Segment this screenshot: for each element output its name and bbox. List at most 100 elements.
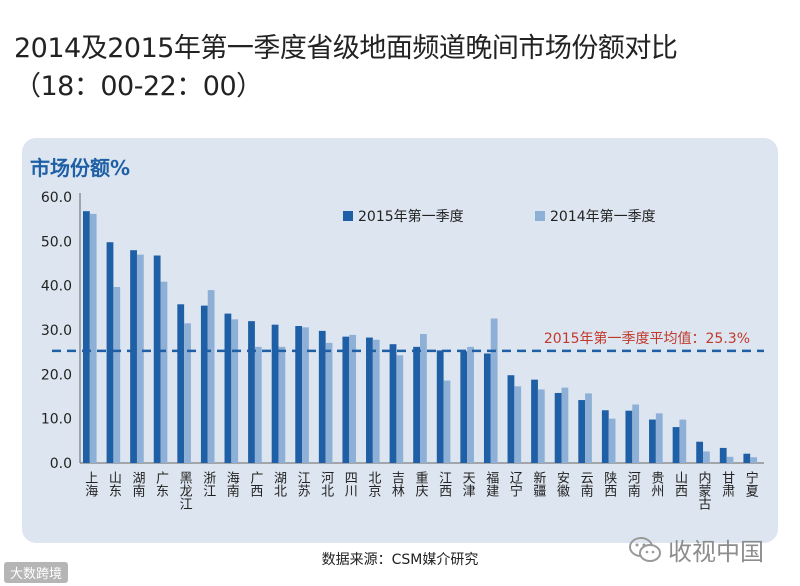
bar-2014 (231, 319, 239, 463)
bar-2015 (248, 321, 255, 463)
x-tick-label: 北京 (365, 471, 381, 497)
y-tick-label: 60.0 (41, 190, 72, 206)
bar-2014 (703, 451, 710, 463)
y-tick-label: 0.0 (50, 456, 72, 472)
x-tick-label: 贵州 (648, 471, 664, 497)
bar-2014 (443, 380, 451, 463)
bar-2015 (507, 375, 515, 463)
bar-2014 (726, 456, 734, 463)
x-tick-label: 宁夏 (743, 470, 759, 497)
x-tick-label: 江苏 (295, 471, 311, 497)
bar-2014 (113, 286, 121, 463)
x-tick-label: 内蒙古 (696, 470, 712, 510)
bar-2015 (366, 337, 373, 463)
legend-label: 2015年第一季度 (358, 208, 464, 225)
x-tick-label: 福建 (483, 471, 499, 498)
x-tick-label: 吉林 (389, 471, 405, 497)
x-tick-label: 浙江 (200, 471, 216, 497)
bar-2014 (420, 333, 427, 463)
bar-2015 (177, 304, 185, 463)
bar-2014 (537, 389, 545, 463)
y-tick-label: 20.0 (41, 367, 72, 383)
bar-2014 (396, 355, 404, 463)
bar-2014 (467, 346, 474, 463)
bar-2015 (295, 326, 303, 463)
bar-2014 (302, 327, 309, 463)
x-tick-label: 新疆 (530, 470, 546, 497)
x-tick-label: 江西 (436, 471, 452, 497)
legend-swatch (343, 211, 353, 221)
bar-chart: 市场份额% 0.0 10.0 20.0 30.0 40.0 50.0 60.0 上海 山东 湖南 广东… (30, 156, 764, 510)
x-tick-label: 天津 (460, 471, 476, 497)
watermark-left: 大数跨境 (4, 562, 69, 583)
bar-2014 (750, 457, 758, 463)
bar-2015 (436, 350, 444, 463)
bar-2015 (130, 250, 137, 463)
x-tick-label: 陕西 (601, 471, 617, 497)
bar-2015 (413, 346, 420, 463)
wechat-icon (629, 536, 661, 562)
title-line-2: （18：00-22：00） (14, 71, 263, 102)
bar-2015 (389, 344, 397, 463)
y-axis-label: 市场份额% (30, 156, 130, 180)
bar-2015 (106, 242, 114, 463)
bar-2014 (585, 393, 592, 463)
x-tick-label: 河南 (625, 471, 641, 497)
bar-2015 (625, 410, 633, 463)
bar-2014 (490, 318, 498, 463)
bar-2015 (672, 427, 680, 463)
watermark-right-label: 收视中国 (668, 538, 764, 566)
y-tick-label: 40.0 (41, 279, 72, 295)
x-tick-label: 湖北 (271, 471, 287, 498)
bar-2015 (153, 255, 161, 463)
x-tick-label: 广东 (153, 471, 169, 497)
bar-2014 (679, 419, 687, 463)
x-tick-label: 安徽 (554, 471, 570, 497)
bar-2014 (278, 346, 286, 463)
bar-2015 (200, 305, 208, 463)
y-tick-label: 30.0 (41, 323, 72, 339)
bar-2015 (342, 336, 350, 463)
bar-2015 (82, 211, 90, 463)
x-tick-label: 海南 (224, 471, 240, 497)
y-tick-label: 50.0 (41, 234, 72, 250)
bar-2015 (743, 453, 751, 463)
x-tick-label: 四川 (342, 471, 358, 497)
bar-2015 (649, 419, 656, 463)
bar-2015 (696, 441, 704, 463)
bar-2015 (224, 313, 232, 463)
legend-label: 2014年第一季度 (550, 208, 656, 225)
bar-2015 (531, 379, 538, 463)
bar-2014 (89, 213, 97, 463)
bar-2015 (601, 410, 609, 463)
chart-title: 2014及2015年第一季度省级地面频道晚间市场份额对比 （18：00-22：0… (14, 30, 794, 106)
x-tick-label: 河北 (318, 471, 334, 498)
bar-2014 (514, 386, 522, 463)
average-reference-label: 2015年第一季度平均值：25.3% (544, 330, 750, 347)
x-tick-label: 辽宁 (507, 471, 523, 497)
chart-panel: 市场份额% 0.0 10.0 20.0 30.0 40.0 50.0 60.0 上海 山东 湖南 广东… (22, 138, 778, 543)
x-tick-label: 甘肃 (719, 471, 735, 497)
bar-2015 (719, 447, 727, 463)
bar-2015 (554, 392, 562, 463)
x-tick-label: 上海 (82, 471, 98, 497)
x-tick-label: 重庆 (413, 470, 429, 497)
bar-2014 (561, 387, 569, 463)
y-tick-label: 10.0 (41, 412, 72, 428)
x-tick-label: 山西 (672, 471, 688, 497)
legend-swatch (535, 211, 545, 221)
bar-2015 (318, 330, 326, 463)
bar-2014 (325, 342, 333, 463)
bar-2014 (632, 404, 640, 463)
bar-2014 (207, 290, 215, 463)
bar-2015 (460, 351, 468, 463)
watermark-right: 收视中国 (628, 532, 764, 567)
x-tick-label: 黑龙江 (177, 471, 193, 510)
bar-2014 (254, 346, 262, 463)
bar-2014 (349, 334, 357, 463)
data-source: 数据来源：CSM媒介研究 (321, 552, 479, 568)
bar-2014 (136, 254, 144, 463)
bar-2014 (608, 418, 616, 463)
bar-2015 (483, 353, 491, 463)
title-line-1: 2014及2015年第一季度省级地面频道晚间市场份额对比 (14, 33, 678, 64)
